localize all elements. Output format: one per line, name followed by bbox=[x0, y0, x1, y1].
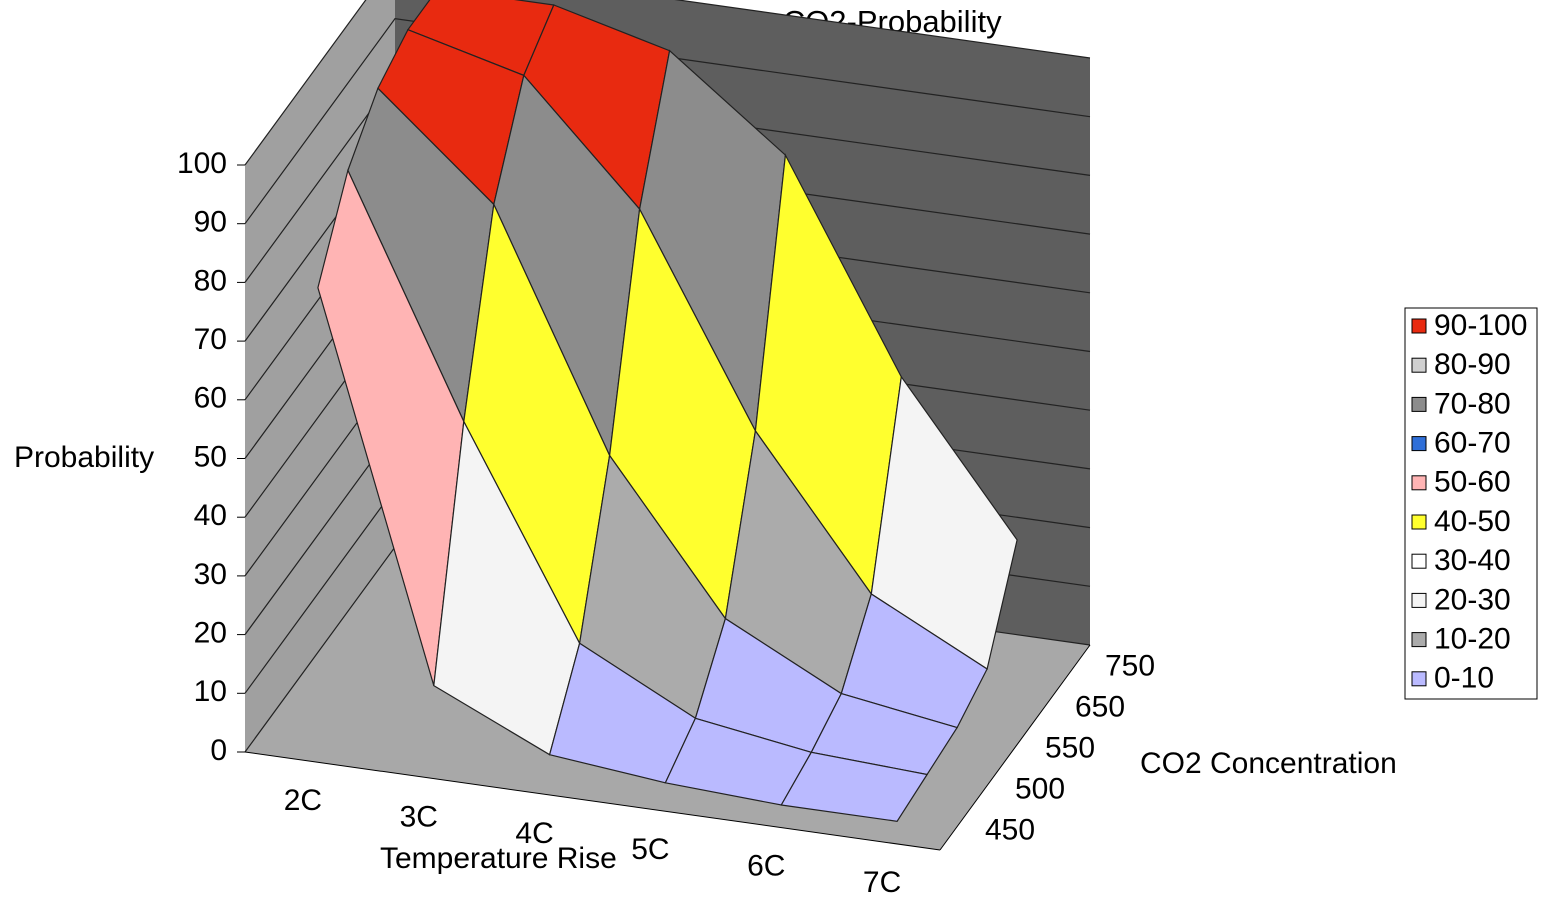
legend-swatch bbox=[1411, 318, 1427, 334]
z-tick-label: 650 bbox=[1075, 690, 1125, 723]
legend-label: 40-50 bbox=[1434, 505, 1511, 538]
z-tick-label: 750 bbox=[1105, 649, 1155, 682]
grid-line bbox=[244, 0, 1091, 166]
x-axis bbox=[244, 751, 941, 851]
x-tick-label: 4C bbox=[515, 817, 553, 850]
y-tick-label: 80 bbox=[194, 264, 227, 297]
x-tick-label: 5C bbox=[631, 833, 669, 866]
y-tick-label: 0 bbox=[210, 734, 227, 767]
z-axis bbox=[939, 644, 1091, 851]
x-tick-label: 7C bbox=[863, 866, 901, 898]
y-tick-label: 40 bbox=[194, 499, 227, 532]
surface-cell bbox=[780, 751, 929, 822]
legend-swatch bbox=[1411, 671, 1427, 687]
z-tick-label: 500 bbox=[1015, 772, 1065, 805]
y-tick-label: 30 bbox=[194, 558, 227, 591]
legend-label: 50-60 bbox=[1434, 466, 1511, 499]
y-tick-label: 10 bbox=[194, 675, 227, 708]
x-tick-label: 3C bbox=[400, 800, 438, 833]
z-tick-label: 550 bbox=[1045, 731, 1095, 764]
legend-swatch bbox=[1411, 553, 1427, 569]
legend-swatch bbox=[1411, 592, 1427, 608]
y-tick-label: 70 bbox=[194, 323, 227, 356]
y-tick-label: 100 bbox=[177, 147, 227, 180]
legend-label: 60-70 bbox=[1434, 427, 1511, 460]
y-axis-label: Probability bbox=[14, 441, 154, 474]
legend-label: 10-20 bbox=[1434, 623, 1511, 656]
legend-label: 20-30 bbox=[1434, 583, 1511, 616]
legend-label: 80-90 bbox=[1434, 348, 1511, 381]
x-tick-label: 6C bbox=[747, 849, 785, 882]
legend-label: 70-80 bbox=[1434, 387, 1511, 420]
z-axis-label: CO2 Concentration bbox=[1140, 747, 1397, 780]
legend-swatch bbox=[1411, 436, 1427, 452]
legend-box bbox=[1404, 307, 1538, 700]
y-tick-label: 90 bbox=[194, 206, 227, 239]
legend-label: 30-40 bbox=[1434, 544, 1511, 577]
z-tick-label: 450 bbox=[985, 813, 1035, 846]
y-tick-label: 50 bbox=[194, 440, 227, 473]
grid-line bbox=[244, 18, 1091, 225]
x-axis-label: Temperature Rise bbox=[380, 842, 617, 875]
legend-label: 90-100 bbox=[1434, 309, 1527, 342]
y-tick-label: 20 bbox=[194, 617, 227, 650]
legend-swatch bbox=[1411, 514, 1427, 530]
legend-label: 0-10 bbox=[1434, 662, 1494, 695]
legend-swatch bbox=[1411, 475, 1427, 491]
legend-swatch bbox=[1411, 396, 1427, 412]
legend-swatch bbox=[1411, 357, 1427, 373]
y-tick-label: 60 bbox=[194, 382, 227, 415]
legend-swatch bbox=[1411, 632, 1427, 648]
x-tick-label: 2C bbox=[284, 784, 322, 817]
